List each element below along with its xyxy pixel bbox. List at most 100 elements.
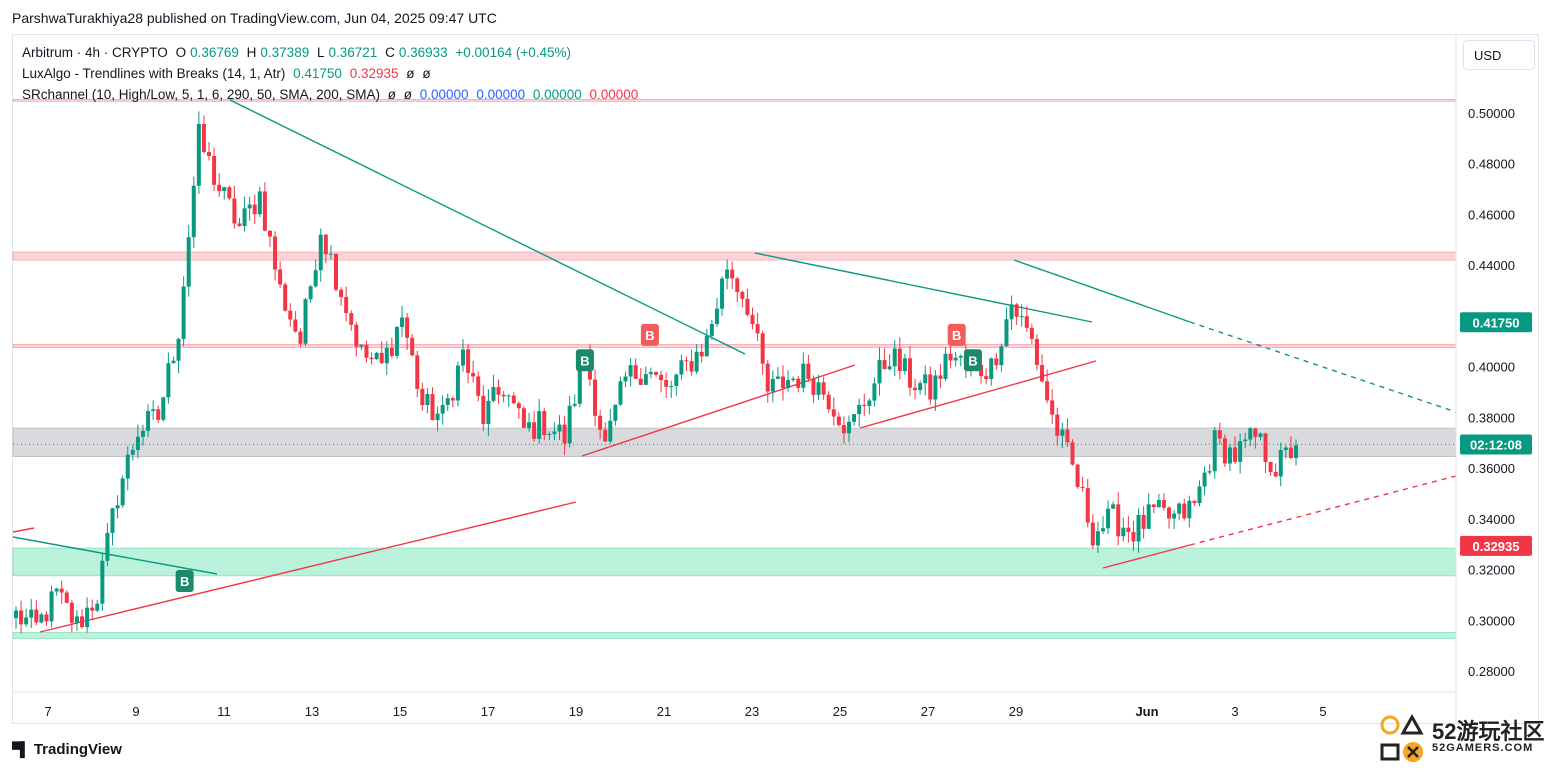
candle-body — [643, 374, 648, 385]
candle — [323, 234, 328, 264]
price-tag-label: 0.32935 — [1473, 539, 1520, 554]
candle — [532, 410, 537, 442]
candle-body — [979, 364, 984, 377]
candle — [151, 400, 156, 421]
candle — [872, 377, 877, 407]
price-tag-box — [1460, 312, 1532, 333]
candle — [1095, 521, 1100, 553]
srchannel-na1: ø — [387, 87, 396, 102]
candle — [1004, 307, 1009, 347]
candle-body — [598, 415, 603, 430]
candle-body — [867, 400, 872, 406]
candle — [1253, 427, 1258, 449]
candle-body — [24, 617, 29, 625]
candle-body — [654, 372, 658, 375]
symbol-label[interactable]: Arbitrum · 4h · CRYPTO — [22, 45, 168, 60]
candle-body — [994, 358, 999, 366]
candle-body — [54, 588, 59, 592]
candle — [1131, 520, 1136, 551]
candle — [1187, 495, 1192, 528]
candle — [852, 414, 857, 426]
candle-body — [369, 357, 374, 360]
price-tag: 02:12:08 — [1460, 434, 1532, 455]
candle-body — [440, 404, 445, 414]
candle-body — [674, 374, 679, 387]
candle-body — [770, 378, 775, 392]
candle — [780, 365, 785, 401]
candle-body — [349, 313, 354, 325]
candle-body — [699, 351, 704, 357]
candle — [689, 349, 694, 376]
candle-body — [80, 616, 85, 628]
candle-body — [19, 610, 24, 625]
close-label: C — [385, 45, 395, 60]
candle — [39, 612, 44, 624]
candle — [933, 369, 938, 411]
candle-body — [110, 508, 115, 533]
candle — [232, 185, 237, 229]
candle-body — [1156, 500, 1161, 508]
candle-body — [506, 395, 511, 397]
candle-body — [146, 410, 151, 431]
candle — [562, 415, 567, 456]
candle-body — [1253, 428, 1258, 437]
currency-button[interactable]: USD — [1463, 40, 1535, 70]
candle — [1111, 501, 1116, 510]
candle — [679, 354, 684, 381]
tradingview-logo[interactable]: ▀▌ TradingView — [12, 741, 122, 758]
watermark-line2: 52GAMERS.COM — [1432, 742, 1534, 754]
watermark-line1: 52游玩社区 — [1432, 719, 1545, 744]
candle — [171, 356, 176, 364]
price-tick-label: 0.46000 — [1468, 207, 1515, 222]
candle-body — [450, 398, 455, 401]
luxalgo-name[interactable]: LuxAlgo - Trendlines with Breaks (14, 1,… — [22, 66, 286, 81]
break-marker-box — [947, 323, 966, 346]
candle-body — [1212, 430, 1217, 472]
candle — [283, 282, 288, 312]
candle-body — [857, 404, 862, 415]
candle-body — [115, 505, 120, 509]
candle — [511, 392, 516, 405]
candle — [1045, 369, 1050, 404]
candle — [1268, 461, 1273, 477]
break-marker-up-0: B — [175, 569, 194, 592]
candle — [765, 360, 770, 403]
candle-body — [1233, 447, 1238, 462]
candle-body — [501, 394, 506, 397]
candle — [918, 380, 923, 395]
candle-body — [593, 379, 598, 416]
candle — [1106, 500, 1111, 535]
chart-frame[interactable] — [12, 34, 1539, 724]
candle-body — [847, 421, 852, 434]
candle — [928, 366, 933, 405]
candle — [161, 396, 166, 422]
candle-body — [648, 372, 653, 375]
watermark-icon — [1380, 713, 1424, 762]
candle — [217, 173, 222, 197]
candle — [181, 276, 186, 347]
srchannel-name[interactable]: SRchannel (10, High/Low, 5, 1, 6, 290, 5… — [22, 87, 380, 102]
candle-body — [775, 376, 780, 379]
candle-body — [313, 270, 318, 287]
candle-body — [953, 357, 958, 361]
candle — [552, 422, 557, 441]
candle — [1009, 295, 1014, 331]
candle-body — [1009, 304, 1014, 320]
candle-body — [394, 326, 399, 356]
candle — [745, 288, 750, 317]
candle — [1100, 516, 1105, 535]
trendlines — [12, 99, 1457, 633]
candle-body — [816, 382, 821, 395]
branding-text: TradingView — [33, 741, 122, 758]
candle-body — [1029, 327, 1034, 339]
candle — [69, 599, 74, 633]
candle-body — [293, 319, 298, 332]
candle — [466, 344, 471, 384]
candle-body — [740, 291, 745, 299]
candle-body — [618, 381, 623, 405]
candle — [984, 368, 989, 385]
candles — [14, 111, 1298, 634]
candle-body — [577, 365, 582, 404]
candle — [400, 305, 405, 337]
